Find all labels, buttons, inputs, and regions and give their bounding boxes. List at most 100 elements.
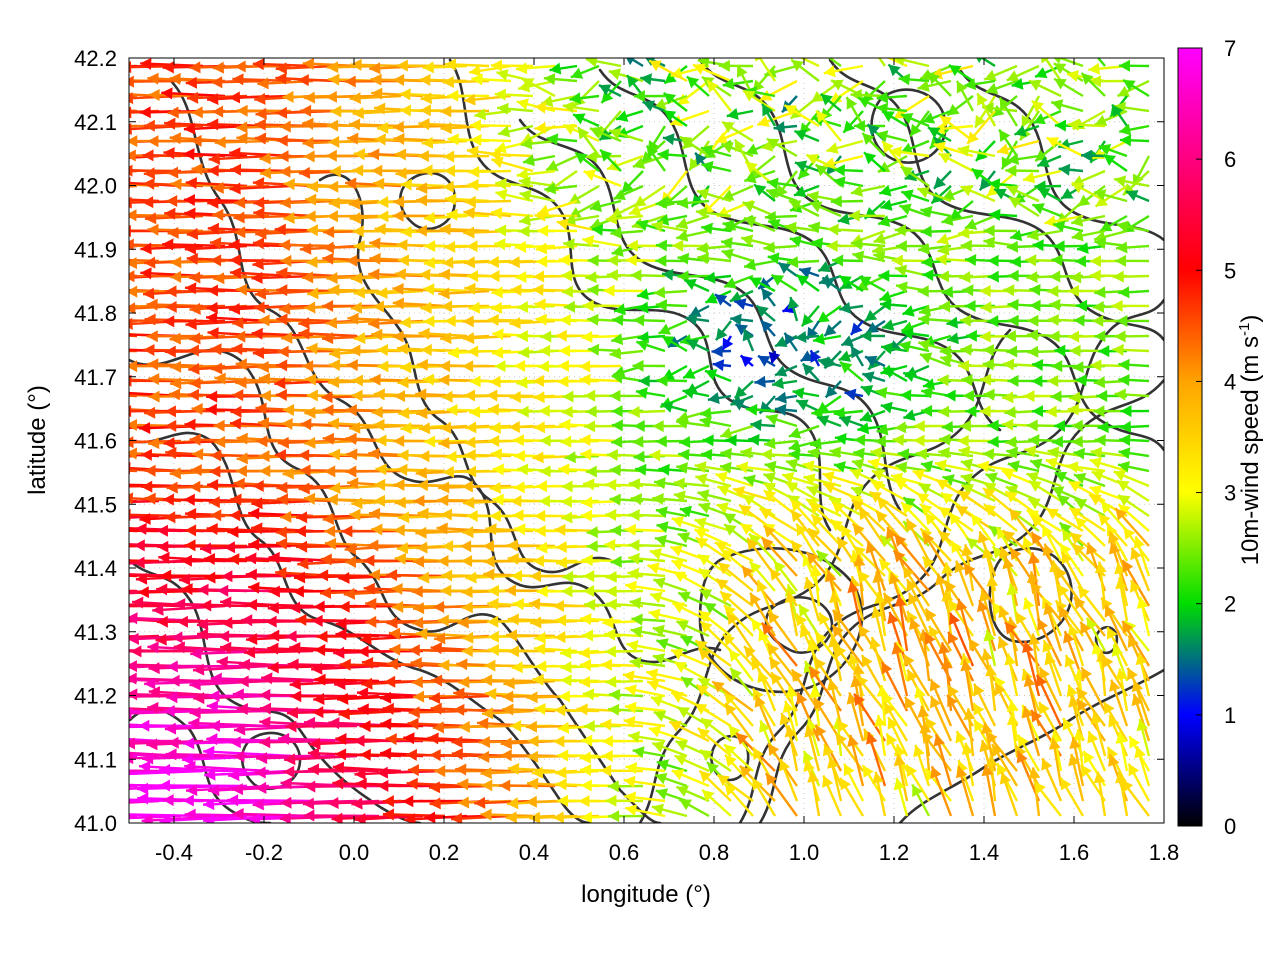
wind-arrow-head — [789, 235, 802, 248]
wind-arrow-head — [214, 136, 226, 149]
wind-arrow-head — [534, 298, 546, 311]
wind-arrow — [326, 272, 380, 285]
wind-arrow — [129, 544, 138, 548]
wind-arrow-head — [873, 250, 886, 263]
wind-arrow-head — [112, 538, 123, 550]
wind-arrow-head — [297, 74, 309, 87]
wind-arrow — [1094, 109, 1128, 126]
wind-arrow — [352, 107, 402, 120]
wind-arrow-head — [392, 209, 404, 222]
wind-arrow — [585, 58, 622, 68]
wind-arrow-head — [764, 437, 776, 450]
wind-arrow-head — [133, 556, 145, 569]
wind-arrow — [613, 184, 644, 201]
wind-arrow-head — [949, 512, 961, 525]
wind-arrow — [447, 89, 490, 102]
wind-arrow — [729, 289, 754, 303]
wind-arrow-head — [129, 492, 134, 505]
wind-arrow-head — [489, 148, 501, 161]
wind-arrow-head — [386, 569, 398, 582]
wind-arrow-head — [840, 361, 853, 374]
wind-arrow-head — [160, 569, 172, 582]
wind-arrow-head — [860, 329, 872, 342]
wind-arrow-head — [673, 490, 686, 503]
wind-arrow-head — [298, 449, 310, 462]
wind-arrow-head — [786, 256, 799, 269]
wind-arrow-head — [920, 225, 932, 238]
wind-arrow — [397, 376, 446, 389]
wind-arrow-head — [1009, 255, 1022, 268]
wind-arrow-head — [212, 181, 224, 194]
wind-arrow — [851, 237, 886, 250]
wind-arrow-head — [747, 537, 759, 551]
wind-arrow-head — [1006, 446, 1019, 459]
wind-arrow — [711, 345, 732, 358]
wind-arrow — [739, 354, 754, 368]
wind-arrow-head — [254, 287, 267, 300]
wind-arrow-head — [144, 256, 156, 269]
wind-arrow-head — [1026, 329, 1039, 342]
wind-arrow-head — [534, 524, 546, 537]
wind-arrow — [719, 461, 754, 474]
wind-arrow-head — [715, 471, 728, 484]
wind-arrow — [129, 499, 160, 504]
wind-arrow-head — [663, 92, 677, 105]
wind-arrow — [878, 269, 908, 282]
wind-arrow-head — [208, 496, 220, 509]
wind-arrow-head — [101, 284, 112, 296]
wind-arrow-head — [322, 432, 335, 445]
wind-arrow-head — [746, 403, 758, 416]
wind-arrow-head — [801, 313, 814, 327]
wind-arrow-shaft — [129, 544, 138, 548]
wind-arrow-head — [296, 511, 308, 524]
wind-arrow — [707, 392, 732, 404]
wind-arrow-head — [583, 570, 595, 583]
wind-arrow-head — [252, 346, 265, 359]
wind-arrow-head — [898, 73, 911, 86]
wind-arrow-head — [701, 448, 713, 461]
wind-arrow-head — [1007, 153, 1020, 166]
wind-arrow-head — [1066, 461, 1079, 474]
wind-arrow-head — [164, 511, 176, 524]
wind-arrow-head — [813, 333, 825, 345]
wind-arrow — [974, 95, 997, 129]
wind-arrow — [1116, 479, 1150, 503]
wind-arrow-head — [162, 61, 174, 74]
wind-arrow-head — [1042, 524, 1053, 538]
wind-arrow-head — [447, 346, 460, 359]
wind-arrow — [1014, 124, 1040, 137]
wind-arrow-head — [785, 458, 799, 471]
wind-arrow — [214, 136, 270, 149]
wind-arrow — [651, 220, 688, 233]
wind-arrow — [759, 79, 798, 102]
wind-arrow-head — [851, 458, 865, 471]
wind-arrow-head — [516, 301, 529, 314]
wind-arrow-head — [232, 389, 244, 402]
wind-arrow-head — [851, 486, 864, 498]
wind-arrow-head — [1108, 531, 1120, 544]
wind-arrow-head — [143, 177, 155, 190]
wind-arrow-head — [302, 360, 314, 373]
wind-arrow-head — [677, 270, 689, 283]
wind-arrow-head — [440, 122, 452, 135]
wind-arrow — [302, 58, 358, 70]
wind-arrow-head — [1047, 374, 1059, 387]
wind-arrow-head — [609, 127, 622, 140]
wind-arrow-head — [1068, 330, 1080, 343]
wind-arrow — [802, 460, 842, 473]
wind-arrow-head — [419, 104, 431, 117]
wind-arrow — [1005, 485, 1040, 503]
wind-arrow-head — [1022, 536, 1034, 550]
wind-arrow-head — [984, 483, 997, 494]
wind-arrow — [438, 268, 490, 281]
wind-arrow-head — [299, 464, 311, 477]
wind-arrow — [706, 79, 732, 112]
wind-arrow — [864, 305, 886, 323]
wind-arrow — [321, 391, 380, 404]
wind-arrow-head — [712, 359, 725, 372]
wind-arrow-head — [1006, 345, 1018, 358]
wind-arrow — [251, 271, 314, 284]
wind-arrow-head — [178, 573, 191, 586]
wind-arrow-head — [349, 508, 361, 521]
wind-arrow — [905, 518, 931, 562]
